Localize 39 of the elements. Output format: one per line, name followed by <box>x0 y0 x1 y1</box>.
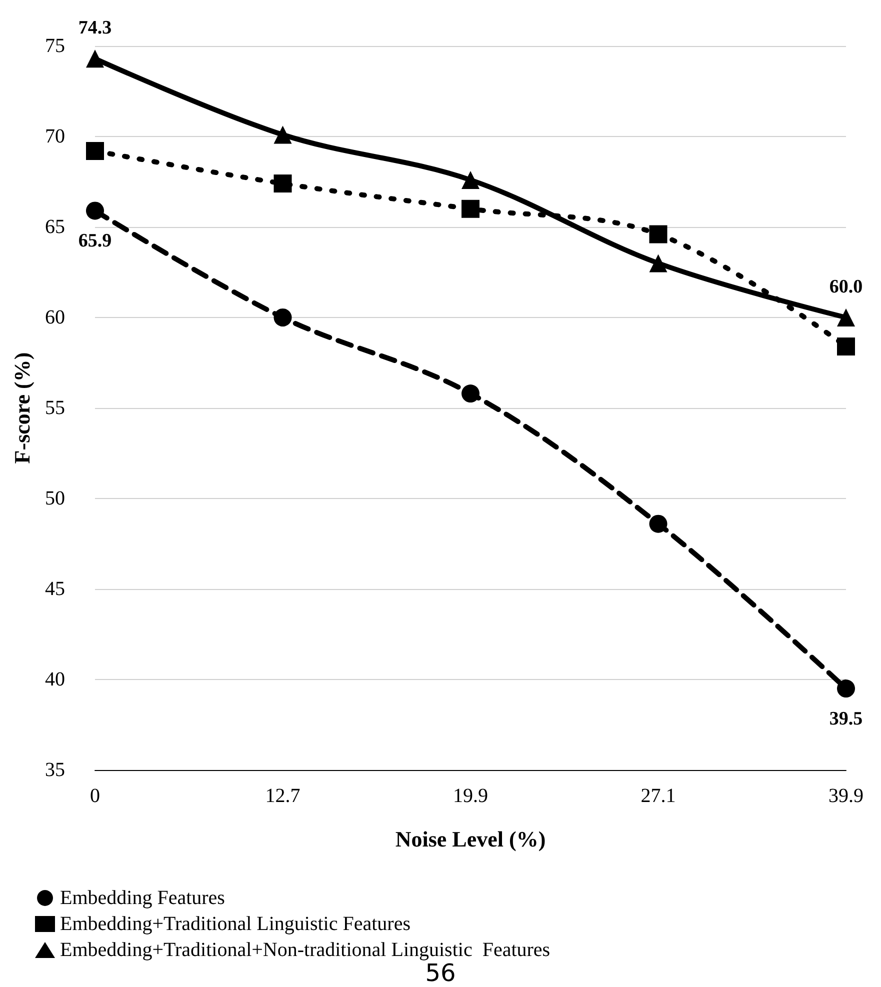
x-tick-label: 39.9 <box>828 785 864 807</box>
legend-label: Embedding+Traditional+Non-traditional Linguistic Features <box>60 939 550 961</box>
y-axis-title: F-score (%) <box>10 352 34 464</box>
point <box>837 337 855 356</box>
point <box>649 225 668 244</box>
point <box>274 174 292 193</box>
legend-label: Embedding+Traditional Linguistic Features <box>60 913 411 935</box>
data-label: 60.0 <box>829 276 863 298</box>
point <box>86 50 104 68</box>
data-label: 39.5 <box>829 708 863 730</box>
x-axis-title: Noise Level (%) <box>395 826 546 852</box>
x-tick-label: 0 <box>90 785 100 807</box>
point <box>274 308 292 326</box>
point <box>462 170 480 189</box>
y-tick-label: 65 <box>45 216 65 238</box>
point <box>837 308 855 326</box>
point <box>462 384 480 403</box>
point <box>274 126 292 144</box>
legend-label: Embedding Features <box>60 887 226 909</box>
data-label: 65.9 <box>78 230 112 252</box>
y-tick-label: 60 <box>45 306 65 328</box>
y-tick-label: 55 <box>45 397 65 419</box>
y-tick-label: 70 <box>45 126 65 148</box>
point <box>649 514 668 533</box>
y-tick-label: 50 <box>45 488 65 510</box>
x-tick-label: 27.1 <box>640 785 676 807</box>
y-tick-label: 35 <box>45 759 65 781</box>
y-tick-label: 75 <box>45 35 65 57</box>
x-tick-label: 19.9 <box>453 785 488 807</box>
text: 56 <box>425 959 456 987</box>
y-tick-label: 40 <box>45 668 65 690</box>
point <box>649 254 668 272</box>
data-label: 74.3 <box>78 18 112 39</box>
point <box>837 680 855 698</box>
y-tick-label: 45 <box>45 578 65 600</box>
point <box>86 142 104 160</box>
point <box>462 200 480 218</box>
x-tick-label: 12.7 <box>265 785 300 807</box>
point <box>86 202 104 220</box>
